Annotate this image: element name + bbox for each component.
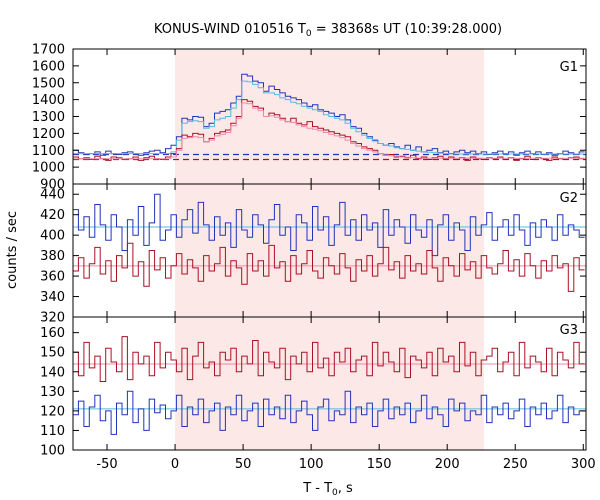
- count-rate-series-layer: [73, 73, 585, 435]
- y-tick-label-g1-1700: 1700: [32, 43, 65, 58]
- tick-marks-layer: [73, 48, 586, 451]
- y-tick-label-g3-120: 120: [40, 404, 65, 419]
- x-tick-label-100: 100: [299, 457, 324, 472]
- series-g2-red: [73, 242, 585, 292]
- tick-labels-layer: 9001000110012001300140015001600170032034…: [32, 43, 596, 473]
- shaded-interval-g3: [175, 317, 484, 450]
- series-g1-blue: [73, 73, 585, 156]
- y-tick-label-g3-150: 150: [40, 346, 65, 361]
- x-tick-label-200: 200: [435, 457, 460, 472]
- y-tick-label-g3-160: 160: [40, 326, 65, 341]
- y-tick-label-g1-1300: 1300: [32, 110, 65, 125]
- panel-label-g1: G1: [560, 60, 578, 75]
- y-tick-label-g2-400: 400: [40, 229, 65, 244]
- series-g3-red: [73, 336, 585, 382]
- y-tick-label-g3-110: 110: [40, 424, 65, 439]
- chart-title: KONUS-WIND 010516 T0 = 38368s UT (10:39:…: [154, 22, 502, 39]
- y-tick-label-g2-420: 420: [40, 208, 65, 223]
- y-tick-label-g3-100: 100: [40, 444, 65, 459]
- x-tick-label-150: 150: [367, 457, 392, 472]
- x-axis-title: T - T0, s: [302, 481, 353, 498]
- x-tick-label--50: -50: [96, 457, 117, 472]
- y-tick-label-g2-320: 320: [40, 311, 65, 326]
- panel-label-g2: G2: [560, 191, 578, 206]
- series-g2-blue: [73, 193, 585, 257]
- y-axis-title: counts / sec: [5, 211, 20, 289]
- x-tick-label-0: 0: [171, 457, 179, 472]
- x-tick-label-50: 50: [235, 457, 252, 472]
- x-tick-label-300: 300: [571, 457, 596, 472]
- x-tick-label-250: 250: [503, 457, 528, 472]
- series-g1-cyan: [73, 80, 585, 155]
- y-tick-label-g1-1400: 1400: [32, 93, 65, 108]
- series-g1-pink: [73, 102, 585, 160]
- y-tick-label-g1-1100: 1100: [32, 144, 65, 159]
- y-tick-label-g1-1200: 1200: [32, 127, 65, 142]
- panel-label-g3: G3: [560, 323, 578, 338]
- y-tick-label-g1-1500: 1500: [32, 76, 65, 91]
- y-tick-label-g2-340: 340: [40, 290, 65, 305]
- panel-frame-g3: [72, 316, 587, 451]
- y-tick-label-g2-360: 360: [40, 270, 65, 285]
- y-tick-label-g3-130: 130: [40, 385, 65, 400]
- series-g3-blue: [73, 390, 585, 435]
- y-tick-label-g1-1000: 1000: [32, 161, 65, 176]
- y-tick-label-g3-140: 140: [40, 365, 65, 380]
- y-tick-label-g1-1600: 1600: [32, 59, 65, 74]
- y-tick-label-g2-440: 440: [40, 188, 65, 203]
- y-tick-label-g2-380: 380: [40, 249, 65, 264]
- y-tick-label-g1-900: 900: [40, 178, 65, 193]
